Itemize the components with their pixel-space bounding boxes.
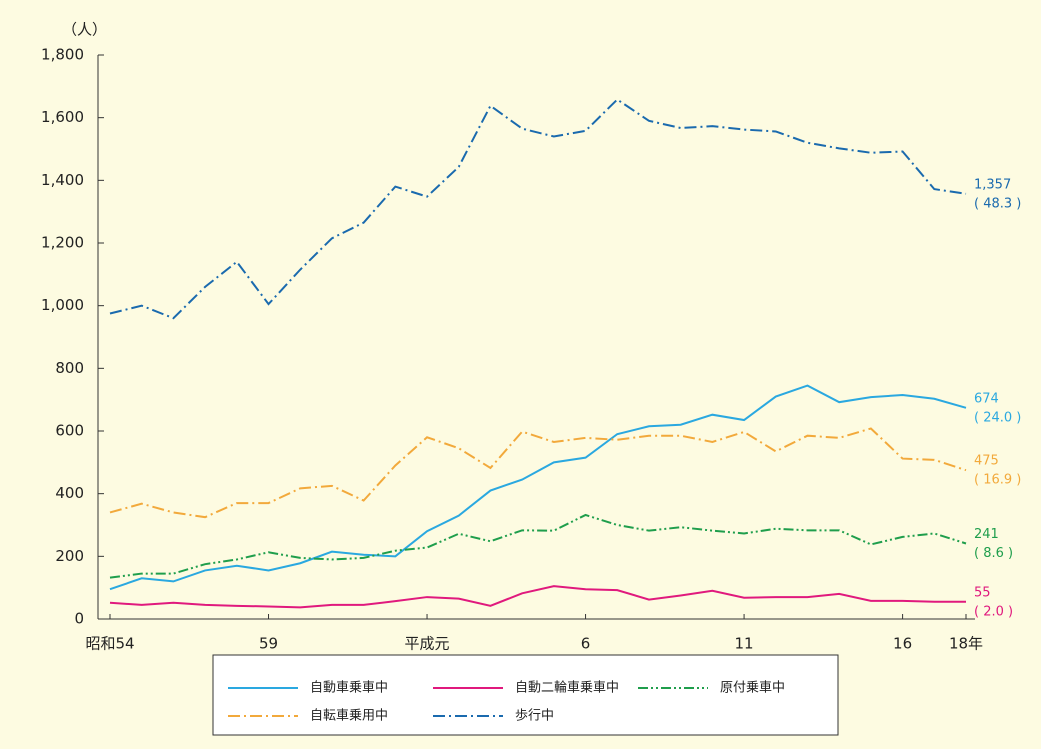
share-label: ( 2.0 ) <box>974 604 1013 619</box>
series-line <box>109 427 967 519</box>
x-tick-label: 昭和54 <box>85 635 134 653</box>
x-tick-label: 6 <box>581 635 591 653</box>
legend-label: 原付乗車中 <box>720 681 785 696</box>
end-value-label: 55 <box>974 585 991 600</box>
x-tick-label: 11 <box>735 635 754 653</box>
legend-label: 自動二輪車乗車中 <box>515 680 619 696</box>
legend-label: 自転車乗用中 <box>310 709 388 724</box>
series-line <box>109 585 966 609</box>
x-tick-label: 16 <box>893 635 912 653</box>
y-tick-label: 1,400 <box>41 171 84 189</box>
y-tick-label: 1,800 <box>41 46 84 64</box>
y-tick-label: 200 <box>55 547 84 565</box>
share-label: ( 24.0 ) <box>974 410 1021 425</box>
y-tick-label: 800 <box>55 359 84 377</box>
y-tick-label: 1,600 <box>41 108 84 126</box>
series-line <box>109 513 967 579</box>
legend <box>212 654 839 736</box>
end-value-label: 1,357 <box>974 177 1011 192</box>
x-tick-label: 18年 <box>949 635 983 653</box>
x-tick-label: 平成元 <box>405 635 450 653</box>
share-label: ( 16.9 ) <box>974 473 1021 488</box>
share-label: ( 48.3 ) <box>974 196 1021 211</box>
y-tick-label: 600 <box>55 422 84 440</box>
y-tick-label: 400 <box>55 484 84 502</box>
legend-label: 自動車乗車中 <box>310 681 388 696</box>
end-value-label: 674 <box>974 391 999 406</box>
end-value-label: 241 <box>974 527 999 542</box>
series-line <box>109 98 967 320</box>
share-label: ( 8.6 ) <box>974 546 1013 561</box>
y-axis-label: （人） <box>62 21 107 39</box>
x-tick-label: 59 <box>259 635 278 653</box>
y-tick-label: 1,000 <box>41 296 84 314</box>
y-tick-label: 0 <box>74 610 84 628</box>
y-tick-label: 1,200 <box>41 234 84 252</box>
end-value-label: 475 <box>974 454 999 469</box>
series-line <box>109 384 967 591</box>
legend-label: 歩行中 <box>515 709 554 724</box>
